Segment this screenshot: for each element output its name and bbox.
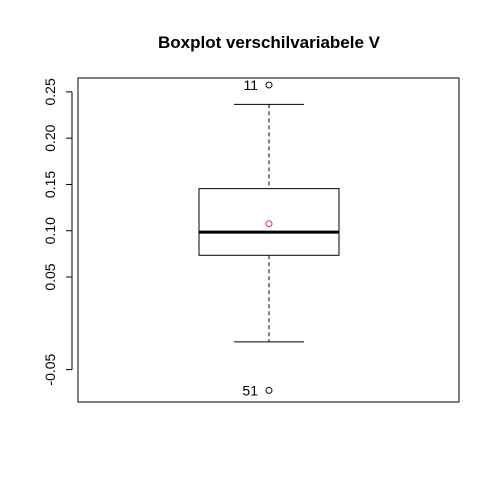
plot-frame — [77, 77, 460, 403]
y-tick-label: 0.25 — [42, 78, 58, 105]
outlier-point — [265, 81, 273, 89]
y-tick-label: 0.10 — [42, 217, 58, 244]
outliers-group: 11 51 — [242, 77, 273, 398]
y-tick-label: 0.20 — [42, 124, 58, 151]
outlier-label: 11 — [243, 77, 258, 93]
mean-marker — [265, 220, 273, 228]
chart-title: Boxplot verschilvariabele V — [158, 33, 381, 52]
iqr-box — [198, 188, 340, 256]
y-tick-label: -0.05 — [42, 353, 58, 385]
outlier-label: 51 — [242, 382, 258, 398]
box-group — [198, 103, 340, 343]
y-axis: -0.05 0.05 0.10 0.15 0.20 0.25 — [42, 78, 73, 386]
y-tick-label: 0.05 — [42, 263, 58, 290]
outlier-point — [265, 386, 273, 394]
y-tick-label: 0.15 — [42, 171, 58, 198]
